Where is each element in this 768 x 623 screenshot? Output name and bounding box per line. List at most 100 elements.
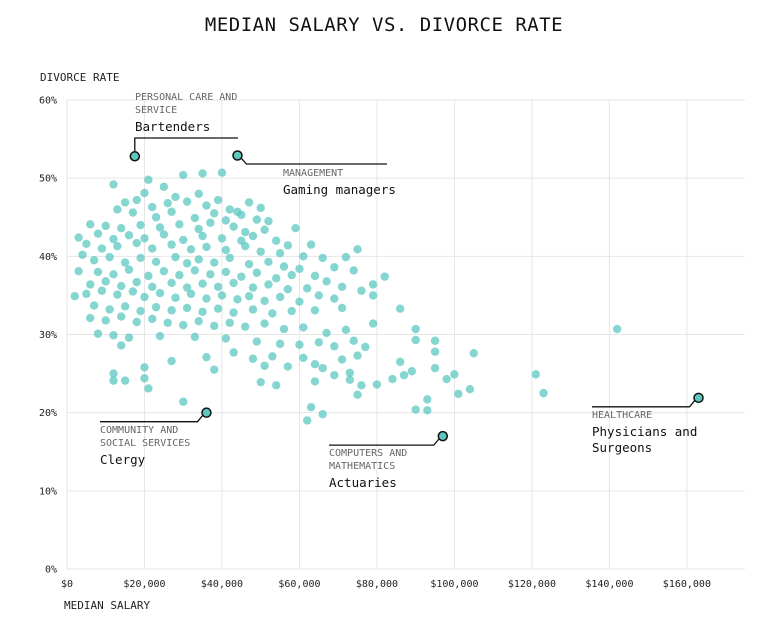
data-point — [353, 245, 362, 254]
data-point — [310, 377, 320, 386]
data-point — [217, 168, 227, 177]
data-point — [144, 271, 153, 281]
data-point — [322, 277, 331, 286]
data-point — [217, 291, 227, 300]
data-point — [136, 253, 145, 263]
data-point — [97, 286, 107, 295]
data-point — [132, 195, 141, 205]
data-point — [167, 356, 176, 366]
data-point — [74, 233, 83, 242]
data-point — [198, 169, 207, 178]
x-tick-label: $80,000 — [356, 579, 398, 590]
data-point — [128, 208, 138, 217]
data-point — [109, 369, 118, 378]
leader-line — [592, 400, 696, 408]
data-point — [190, 332, 200, 342]
data-point — [337, 355, 347, 364]
data-point — [93, 267, 103, 277]
data-point — [128, 287, 138, 296]
data-point — [101, 316, 110, 325]
data-point — [283, 362, 293, 371]
data-point — [318, 363, 327, 373]
data-point — [140, 188, 149, 198]
y-tick-label: 20% — [39, 408, 57, 419]
data-point — [179, 235, 188, 245]
data-point — [287, 270, 296, 280]
data-point — [291, 223, 300, 233]
data-point — [117, 341, 126, 350]
data-point — [353, 351, 362, 360]
data-point — [82, 289, 91, 299]
data-point — [109, 234, 118, 244]
data-point — [194, 224, 203, 234]
data-point — [248, 305, 258, 314]
data-point — [140, 292, 149, 302]
data-point — [248, 283, 258, 292]
data-point — [182, 259, 192, 268]
data-point — [229, 222, 238, 231]
data-point — [194, 189, 203, 198]
data-point — [430, 336, 440, 345]
data-point — [132, 277, 141, 287]
data-point — [299, 252, 308, 261]
data-point — [283, 284, 293, 294]
data-point — [337, 303, 347, 313]
data-point — [368, 319, 378, 328]
data-point — [202, 352, 211, 362]
x-tick-label: $140,000 — [585, 579, 633, 590]
data-point — [361, 342, 370, 352]
data-point — [210, 209, 219, 218]
data-point — [171, 192, 180, 202]
data-point — [140, 363, 149, 372]
data-point — [264, 280, 273, 289]
data-point — [109, 180, 118, 189]
data-point — [349, 336, 358, 345]
data-point — [272, 381, 281, 390]
data-point — [229, 348, 238, 357]
data-point — [217, 234, 227, 243]
category-label: SERVICE — [135, 105, 177, 116]
data-point — [117, 223, 126, 233]
data-point — [310, 271, 320, 281]
data-point — [89, 301, 99, 310]
category-label: HEALTHCARE — [592, 410, 652, 421]
data-point — [330, 294, 339, 303]
data-point — [345, 375, 355, 385]
x-tick-label: $100,000 — [430, 579, 478, 590]
highlighted-point — [129, 151, 141, 162]
data-point — [268, 352, 277, 361]
data-point — [113, 241, 122, 251]
data-point — [279, 324, 289, 334]
data-point — [144, 175, 153, 184]
y-tick-label: 60% — [39, 96, 57, 107]
data-point — [124, 265, 134, 274]
data-point — [272, 236, 281, 245]
data-point — [411, 335, 420, 345]
data-point — [120, 258, 130, 267]
data-point — [279, 262, 289, 271]
y-tick-label: 30% — [39, 330, 57, 341]
category-label: COMPUTERS AND — [329, 448, 407, 459]
data-point — [357, 381, 366, 390]
job-label: Clergy — [100, 452, 146, 467]
data-point — [345, 368, 355, 378]
y-tick-labels: 0% 10% 20% 30% 40% 50% 60% — [39, 96, 57, 576]
data-point — [182, 283, 192, 292]
x-tick-labels: $0 $20,000 $40,000 $60,000 $80,000 $100,000 $1… — [61, 579, 711, 590]
data-point — [314, 338, 324, 347]
data-point — [318, 410, 327, 419]
data-point — [423, 406, 432, 415]
x-tick-label: $120,000 — [508, 579, 556, 590]
data-point — [368, 291, 378, 300]
data-point — [241, 241, 250, 251]
data-point — [179, 320, 188, 330]
data-point — [140, 374, 149, 383]
data-point — [341, 325, 351, 335]
y-tick-label: 40% — [39, 252, 57, 263]
data-point — [260, 319, 269, 328]
gridlines — [66, 99, 745, 570]
data-point — [225, 253, 234, 263]
data-point — [89, 256, 99, 265]
data-point — [395, 357, 405, 367]
